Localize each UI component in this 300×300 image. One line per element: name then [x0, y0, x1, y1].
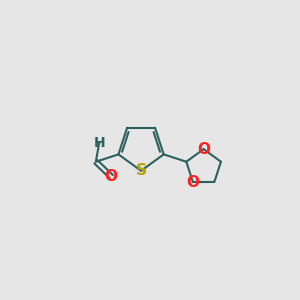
Text: S: S [136, 163, 147, 178]
Text: O: O [186, 175, 200, 190]
Text: H: H [93, 136, 105, 150]
Text: O: O [197, 142, 210, 157]
Text: O: O [105, 169, 118, 184]
